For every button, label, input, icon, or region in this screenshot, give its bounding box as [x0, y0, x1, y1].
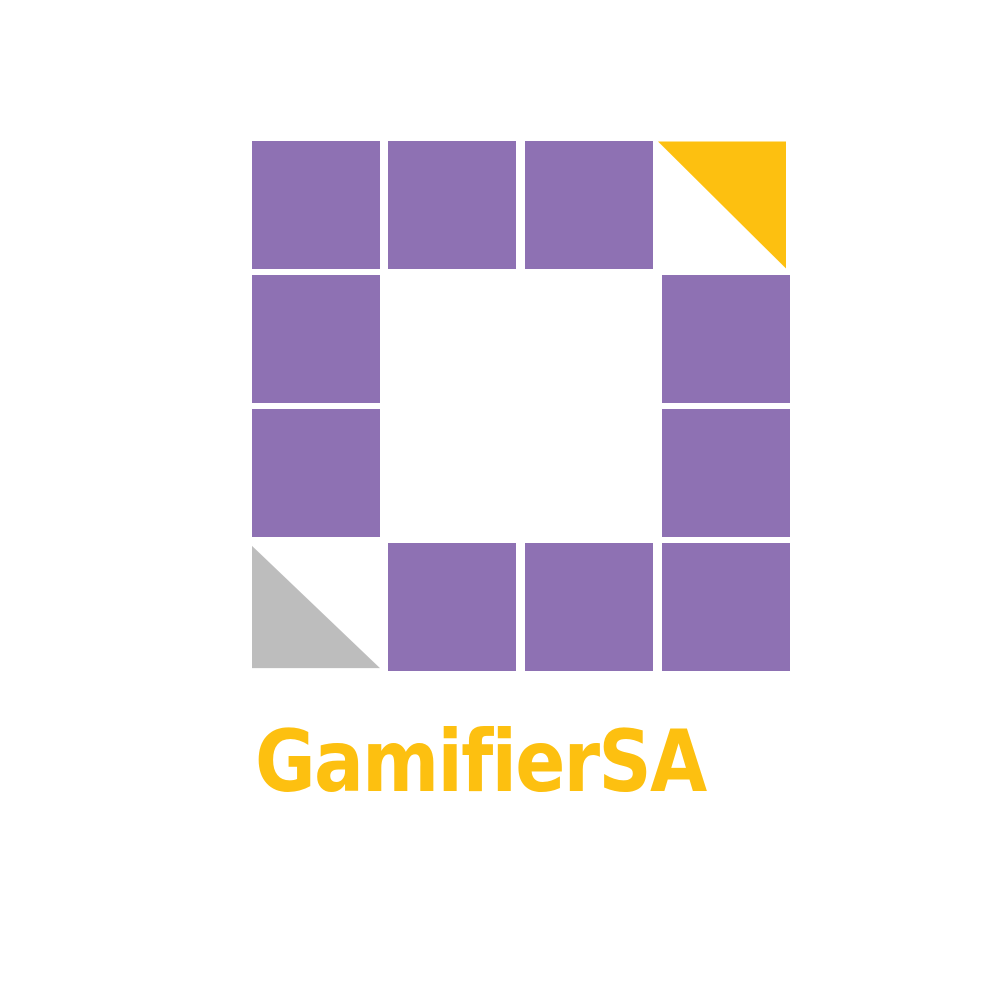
yellow-triangle-icon — [658, 141, 786, 269]
logo-tile-purple — [252, 409, 380, 537]
logo-tile-purple — [388, 141, 516, 269]
gray-triangle-shape — [252, 545, 380, 669]
logo-tile-purple — [662, 409, 790, 537]
logo-tile-yellow-triangle — [658, 141, 790, 272]
logo-tile-purple — [388, 543, 516, 671]
logo-tile-purple — [525, 141, 653, 269]
logo-tile-purple — [252, 141, 380, 269]
logo-tile-purple — [525, 543, 653, 671]
gray-triangle-icon — [252, 545, 380, 669]
logo-tile-gray-triangle — [252, 543, 386, 671]
yellow-triangle-shape — [658, 141, 786, 269]
logo-tile-purple — [662, 543, 790, 671]
logo-tile-purple — [252, 275, 380, 403]
logo-mark — [252, 141, 790, 671]
logo-tile-purple — [662, 275, 790, 403]
brand-wordmark: GamifierSA — [255, 712, 707, 812]
